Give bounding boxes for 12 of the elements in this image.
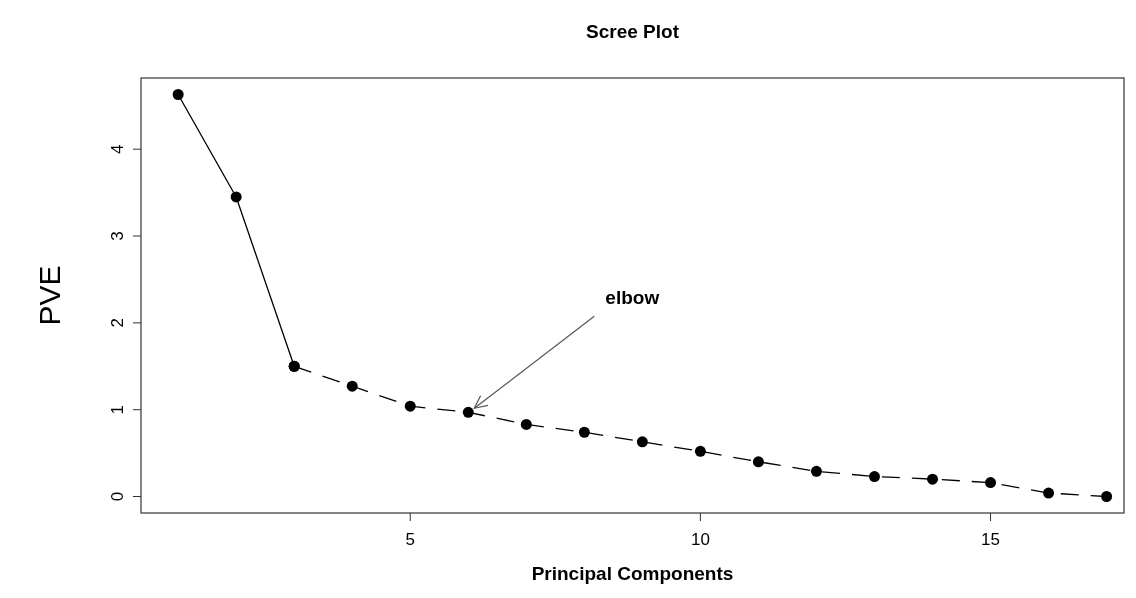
annotation: elbow xyxy=(605,287,660,309)
x-tick-label: 10 xyxy=(690,530,710,549)
y-axis-title: PVE xyxy=(33,265,66,326)
y-tick-label: 0 xyxy=(108,491,127,502)
x-tick-label: 15 xyxy=(981,530,1000,549)
y-tick-label: 4 xyxy=(108,144,127,154)
y-tick-label: 3 xyxy=(108,231,127,241)
x-tick-label: 5 xyxy=(405,530,415,549)
chart-title: Scree Plot xyxy=(586,21,680,42)
y-tick-label: 1 xyxy=(108,404,127,415)
x-axis-title: Principal Components xyxy=(531,563,734,584)
y-tick-label: 2 xyxy=(108,318,127,328)
